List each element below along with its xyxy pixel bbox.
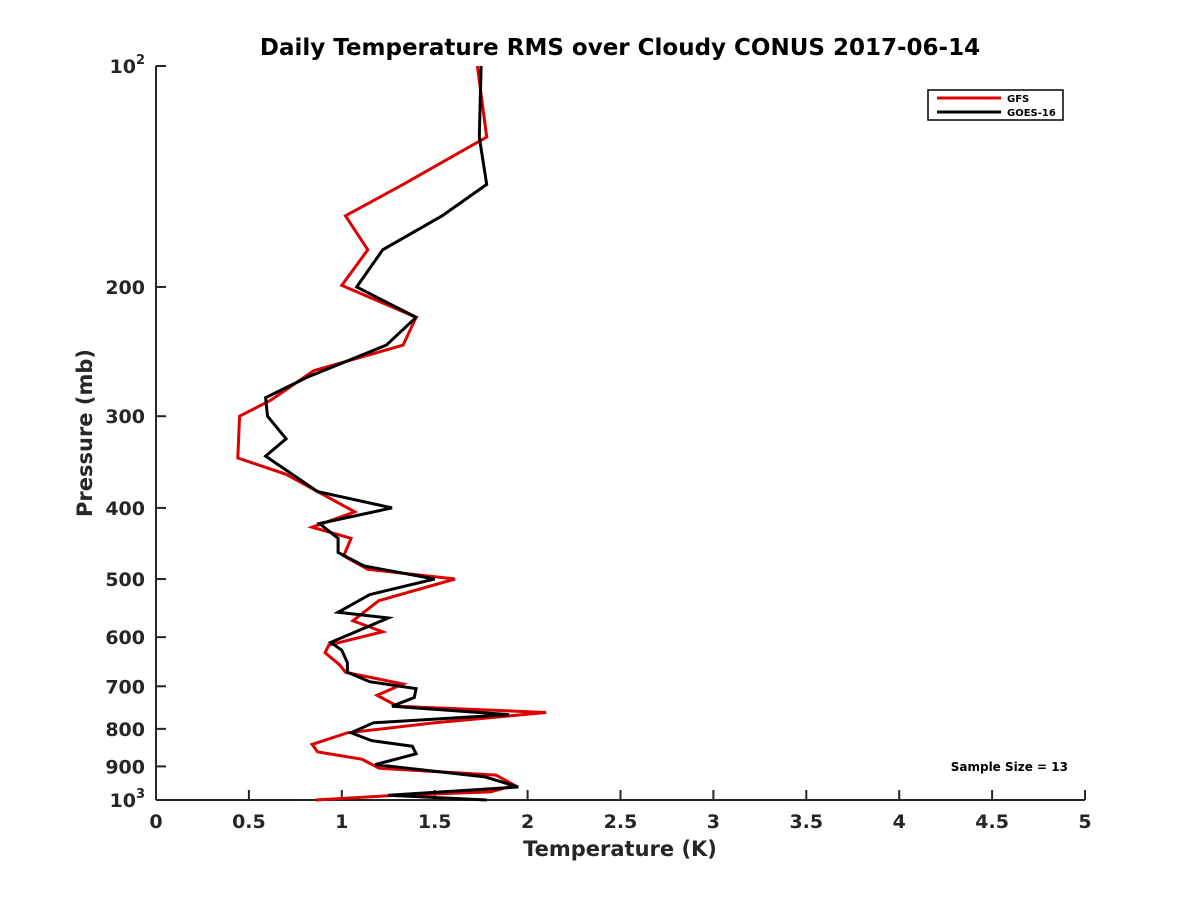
- x-tick-label: 4.5: [975, 811, 1009, 833]
- y-tick-exponent: 2: [136, 53, 145, 68]
- chart-title: Daily Temperature RMS over Cloudy CONUS …: [260, 35, 980, 61]
- x-tick-label: 2: [521, 811, 534, 833]
- legend-box: [927, 89, 1064, 121]
- x-axis-label: Temperature (K): [523, 837, 717, 861]
- x-axis: 0 0.5 1 1.5 2 2.5 3 3.5 4 4.5 5: [149, 790, 1092, 833]
- sample-size-annotation: Sample Size = 13: [951, 760, 1068, 774]
- x-tick-label: 3: [707, 811, 720, 833]
- series-line-gfs: [236, 65, 547, 802]
- legend-label: GOES-16: [1007, 108, 1056, 119]
- y-tick-label: 103: [110, 787, 146, 812]
- x-tick-label: 1: [335, 811, 348, 833]
- x-tick-label: 4: [893, 811, 906, 833]
- y-tick-base: 10: [110, 790, 136, 812]
- legend: GFS GOES-16: [927, 89, 1064, 121]
- x-tick-label: 0.5: [232, 811, 266, 833]
- x-tick-label: 0: [149, 811, 162, 833]
- y-tick-label: 102: [110, 53, 146, 78]
- y-tick-label: 700: [105, 676, 145, 698]
- y-tick-label: 400: [105, 498, 145, 520]
- y-tick-label: 800: [105, 719, 145, 741]
- y-tick-label: 200: [105, 277, 145, 299]
- x-tick-label: 3.5: [789, 811, 823, 833]
- x-tick-label: 1.5: [418, 811, 452, 833]
- series-layer: [236, 65, 547, 802]
- legend-label: GFS: [1007, 94, 1029, 105]
- series-line-goes-16: [263, 65, 519, 802]
- y-tick-label: 500: [105, 569, 145, 591]
- y-tick-exponent: 3: [136, 787, 145, 802]
- y-axis-label: Pressure (mb): [73, 349, 97, 517]
- y-tick-label: 600: [105, 627, 145, 649]
- y-tick-label: 900: [105, 756, 145, 778]
- y-tick-label: 300: [105, 406, 145, 428]
- y-tick-base: 10: [110, 56, 136, 78]
- x-tick-label: 5: [1078, 811, 1091, 833]
- x-tick-label: 2.5: [604, 811, 638, 833]
